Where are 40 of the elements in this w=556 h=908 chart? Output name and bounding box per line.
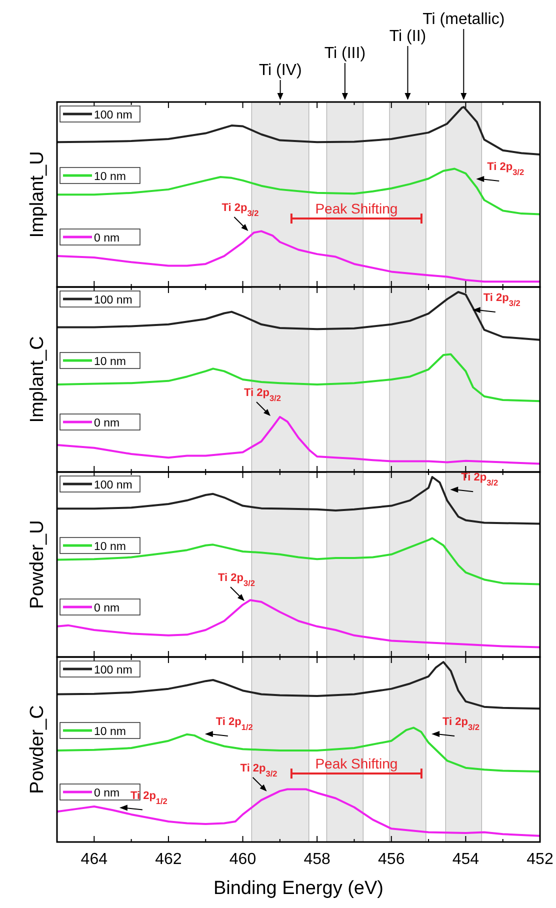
annotation: Peak Shifting [315, 756, 398, 772]
legend-label: 0 nm [94, 232, 120, 244]
x-tick-label: 456 [378, 851, 405, 868]
band-label: Ti (II) [389, 28, 426, 45]
x-tick-label: 464 [80, 851, 108, 868]
annotation: Ti 2p$_{3/2}$ [442, 716, 480, 732]
legend-label: 10 nm [94, 356, 126, 368]
annotation: Ti 2p$_{3/2}$ [487, 161, 524, 176]
annotation: Ti 2p$_{3/2}$ [483, 292, 521, 308]
annotation: Peak Shifting [315, 200, 398, 217]
y-axis-title: Implant_U [27, 151, 48, 238]
annotation: Ti 2p$_{1/2}$ [130, 790, 168, 806]
legend-label: 0 nm [94, 602, 120, 614]
x-tick-label: 452 [526, 851, 554, 868]
legend-label: 0 nm [94, 418, 120, 430]
x-tick-label: 460 [229, 851, 256, 868]
x-axis-title: Binding Energy (eV) [213, 878, 384, 899]
band-label: Ti (metallic) [422, 11, 505, 28]
annotation: Ti 2p$_{3/2}$ [222, 202, 260, 218]
x-tick-label: 462 [155, 851, 182, 868]
band-label: Ti (III) [324, 45, 366, 62]
legend-label: 100 nm [94, 110, 132, 122]
band-label: Ti (IV) [258, 62, 302, 79]
legend-label: 100 nm [94, 294, 132, 306]
annotation: Ti 2p$_{3/2}$ [461, 472, 498, 488]
legend-label: 10 nm [94, 726, 126, 738]
annotation: Ti 2p$_{3/2}$ [240, 762, 278, 778]
annotation: Ti 2p$_{1/2}$ [216, 716, 254, 732]
y-axis-title: Implant_C [27, 336, 48, 423]
y-axis-title: Powder_U [27, 520, 48, 609]
legend-label: 100 nm [94, 664, 132, 676]
legend-label: 10 nm [94, 171, 126, 183]
annotation: Ti 2p$_{3/2}$ [218, 572, 256, 588]
y-axis-title: Powder_C [27, 705, 48, 794]
legend-label: 10 nm [94, 541, 126, 553]
annotation: Ti 2p$_{3/2}$ [244, 387, 282, 402]
x-tick-label: 458 [304, 851, 331, 868]
legend-label: 100 nm [94, 480, 132, 492]
x-tick-label: 454 [452, 851, 480, 868]
legend-label: 0 nm [94, 788, 120, 800]
